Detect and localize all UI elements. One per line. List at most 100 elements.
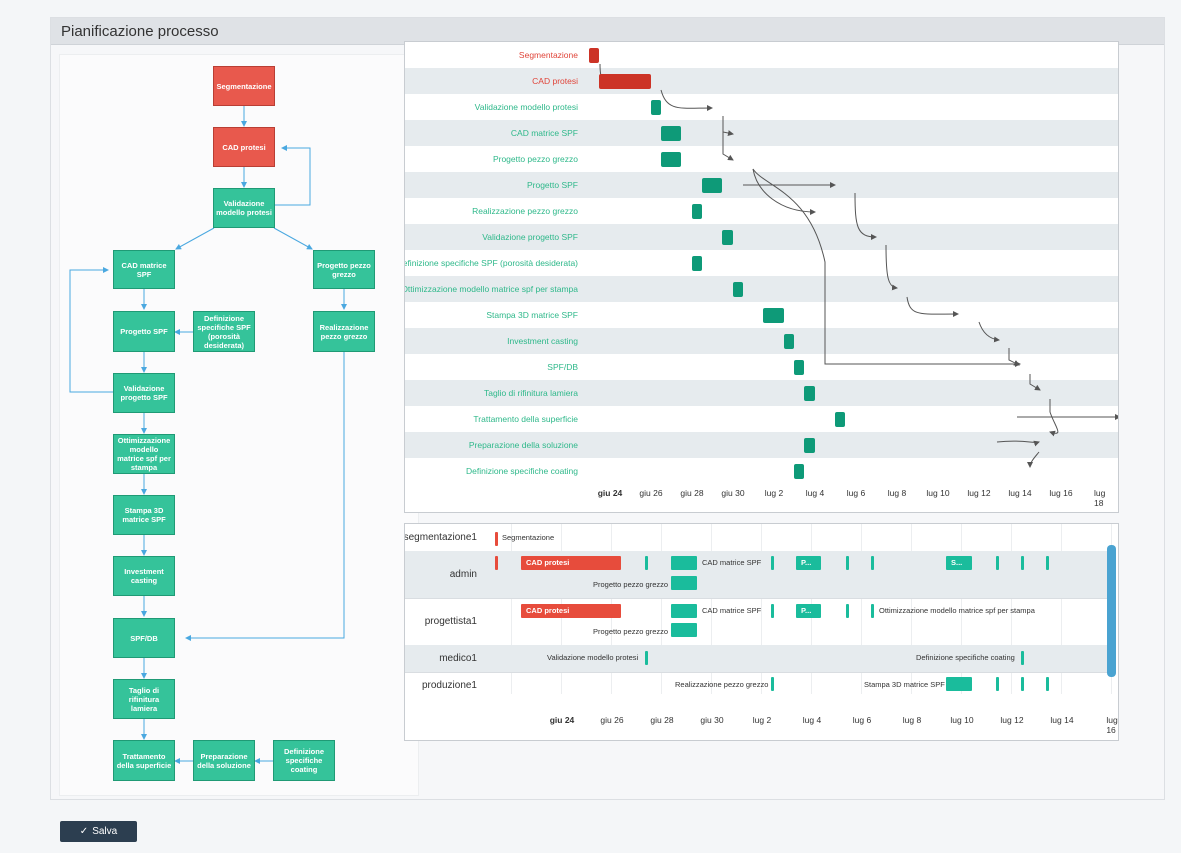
resource-grid-line	[1011, 524, 1012, 694]
resource-grid-line	[961, 524, 962, 694]
gantt-task-bar[interactable]	[589, 48, 600, 63]
gantt-task-label: Trattamento della superficie	[473, 414, 578, 424]
gantt-task-bar[interactable]	[794, 360, 805, 375]
resource-axis-tick: lug 2	[752, 715, 772, 725]
gantt-task-bar[interactable]	[660, 152, 682, 167]
resource-task-bar[interactable]	[645, 556, 648, 570]
resource-task-bar[interactable]	[996, 677, 999, 691]
resource-task-bar[interactable]: CAD protesi	[521, 556, 621, 570]
resource-task-bar[interactable]	[671, 604, 697, 618]
resource-task-bar[interactable]	[1046, 556, 1049, 570]
gantt-task-label: Realizzazione pezzo grezzo	[472, 206, 578, 216]
gantt-task-bar[interactable]	[660, 126, 682, 141]
resource-task-bar[interactable]	[495, 532, 498, 546]
resource-task-bar[interactable]	[495, 556, 498, 570]
flow-node-definizione-coating[interactable]: Definizione specifiche coating	[273, 740, 335, 781]
gantt-task-label: CAD protesi	[532, 76, 578, 86]
resource-grid-line	[711, 524, 712, 694]
flow-node-ottimizzazione[interactable]: Ottimizzazione modello matrice spf per s…	[113, 434, 175, 474]
resource-name: progettista1	[424, 616, 477, 627]
resource-task-bar[interactable]	[946, 677, 972, 691]
resource-task-bar[interactable]	[671, 576, 697, 590]
gantt-task-label: CAD matrice SPF	[510, 128, 578, 138]
flow-node-stampa-3d[interactable]: Stampa 3D matrice SPF	[113, 495, 175, 535]
resource-task-bar[interactable]	[1046, 677, 1049, 691]
resource-task-bar[interactable]	[871, 556, 874, 570]
gantt-task-bar[interactable]	[732, 282, 743, 297]
resource-row: medico1	[405, 645, 1110, 673]
flow-node-realizzazione-pezzo[interactable]: Realizzazione pezzo grezzo	[313, 311, 375, 352]
resource-timeline: segmentazione1 admin progettista1 medico…	[404, 523, 1119, 741]
resource-task-label: Progetto pezzo grezzo	[593, 580, 669, 589]
gantt-task-label: Validazione modello protesi	[474, 102, 578, 112]
flow-node-trattamento[interactable]: Trattamento della superficie	[113, 740, 175, 781]
resource-task-bar[interactable]	[1021, 677, 1024, 691]
resource-task-bar[interactable]: S...	[946, 556, 972, 570]
gantt-task-label: Segmentazione	[518, 50, 578, 60]
gantt-row: Definizione specifiche SPF (porosità des…	[404, 250, 1118, 276]
resource-name: medico1	[439, 653, 477, 664]
gantt-task-bar[interactable]	[804, 386, 815, 401]
flow-node-preparazione[interactable]: Preparazione della soluzione	[193, 740, 255, 781]
flow-node-validazione-modello[interactable]: Validazione modello protesi	[213, 188, 275, 228]
gantt-row: Validazione progetto SPF	[405, 224, 1118, 250]
gantt-task-bar[interactable]	[691, 204, 702, 219]
gantt-task-bar[interactable]	[599, 74, 651, 89]
gantt-task-label: SPF/DB	[547, 362, 578, 372]
flow-node-investment-casting[interactable]: Investment casting	[113, 556, 175, 596]
flow-node-cad-protesi[interactable]: CAD protesi	[213, 127, 275, 167]
resource-task-bar[interactable]	[771, 604, 774, 618]
resource-grid-line	[511, 524, 512, 694]
gantt-row: Investment casting	[405, 328, 1118, 354]
flow-node-segmentazione[interactable]: Segmentazione	[213, 66, 275, 106]
resource-task-label: Realizzazione pezzo grezzo	[675, 680, 769, 689]
resource-task-bar[interactable]	[1021, 556, 1024, 570]
resource-task-label: Stampa 3D matrice SPF	[864, 680, 945, 689]
resource-task-label: Segmentazione	[502, 533, 555, 542]
resource-task-label: Progetto pezzo grezzo	[593, 627, 669, 636]
resource-task-label: CAD matrice SPF	[702, 606, 762, 615]
flow-node-validazione-progetto[interactable]: Validazione progetto SPF	[113, 373, 175, 413]
gantt-task-label: Progetto pezzo grezzo	[492, 154, 578, 164]
gantt-task-bar[interactable]	[783, 334, 794, 349]
resource-task-bar[interactable]: P...	[796, 556, 821, 570]
resource-axis-tick: giu 28	[650, 715, 674, 725]
resource-task-bar[interactable]	[671, 623, 697, 637]
flow-node-spf-db[interactable]: SPF/DB	[113, 618, 175, 658]
gantt-task-bar[interactable]	[701, 178, 723, 193]
resource-task-bar[interactable]: P...	[796, 604, 821, 618]
resource-task-bar[interactable]	[846, 604, 849, 618]
gantt-task-bar[interactable]	[722, 230, 733, 245]
gantt-task-bar[interactable]	[804, 438, 815, 453]
resource-task-bar[interactable]	[1021, 651, 1024, 665]
resource-task-bar[interactable]	[846, 556, 849, 570]
flowchart-connectors	[69, 106, 347, 764]
flow-node-progetto-pezzo-grezzo[interactable]: Progetto pezzo grezzo	[313, 250, 375, 289]
resource-task-bar[interactable]	[771, 556, 774, 570]
save-button[interactable]: ✓ Salva	[60, 821, 137, 842]
resource-task-label: CAD matrice SPF	[702, 558, 762, 567]
resource-task-bar[interactable]	[645, 651, 648, 665]
resource-axis-tick: lug 8	[902, 715, 922, 725]
flow-node-progetto-spf[interactable]: Progetto SPF	[113, 311, 175, 352]
vertical-scrollbar[interactable]	[1107, 545, 1116, 677]
flow-node-cad-matrice[interactable]: CAD matrice SPF	[113, 250, 175, 289]
resource-task-bar[interactable]	[671, 556, 697, 570]
resource-task-bar[interactable]	[996, 556, 999, 570]
gantt-task-bar[interactable]	[794, 464, 805, 479]
gantt-task-label: Definizione specifiche SPF (porosità des…	[404, 258, 578, 268]
resource-grid-line	[661, 524, 662, 694]
gantt-task-bar[interactable]	[691, 256, 702, 271]
resource-task-bar[interactable]: CAD protesi	[521, 604, 621, 618]
panel-title: Pianificazione processo	[51, 18, 1164, 45]
gantt-task-bar[interactable]	[650, 100, 661, 115]
resource-task-label: Validazione modello protesi	[547, 653, 639, 662]
gantt-task-bar[interactable]	[835, 412, 846, 427]
gantt-task-bar[interactable]	[763, 308, 784, 323]
resource-axis-tick: lug 14	[1050, 715, 1074, 725]
flow-node-definizione-specifiche-spf[interactable]: Definizione specifiche SPF (porosità des…	[193, 311, 255, 352]
gantt-axis-tick: lug 18	[1094, 488, 1106, 508]
resource-task-bar[interactable]	[871, 604, 874, 618]
flow-node-taglio[interactable]: Taglio di rifinitura lamiera	[113, 679, 175, 719]
resource-task-bar[interactable]	[771, 677, 774, 691]
